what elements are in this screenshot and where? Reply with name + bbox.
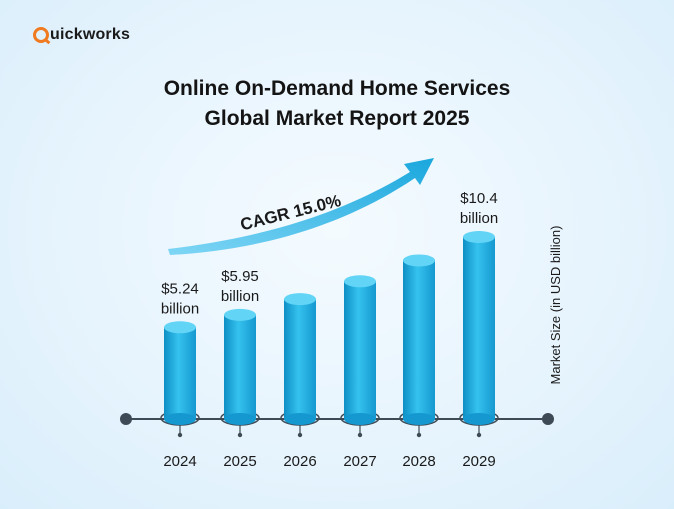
quickworks-logo[interactable]: uickworks [33, 22, 130, 48]
bar-2028 [399, 254, 439, 426]
x-tick-label: 2025 [223, 453, 256, 470]
cagr-arrow [168, 158, 434, 255]
bar-top [284, 293, 316, 306]
data-label-value: $10.4 [460, 190, 498, 207]
bar-bottom [344, 413, 376, 425]
bar-body [284, 299, 316, 419]
bars-group [160, 231, 499, 426]
bar-2029 [459, 231, 499, 426]
tick-dot [416, 432, 422, 438]
axis-start-dot [120, 413, 132, 425]
bar-2027 [340, 275, 380, 426]
tick-dot [357, 432, 363, 438]
tick-dot [297, 432, 303, 438]
axis-end-dot [542, 413, 554, 425]
bar-2025 [220, 308, 260, 426]
bar-body [403, 260, 435, 419]
x-tick-label: 2026 [283, 453, 316, 470]
title-line-1: Online On-Demand Home Services [163, 77, 511, 100]
data-label-value: $5.95 [221, 268, 259, 285]
y-axis-label: Market Size (in USD billion) [548, 226, 563, 385]
tick-dot [237, 432, 243, 438]
data-label-value: $5.24 [161, 280, 199, 297]
bar-top [403, 254, 435, 267]
logo-text: uickworks [50, 26, 131, 43]
chart-title: Online On-Demand Home Services Global Ma… [0, 74, 674, 134]
tick-dot [177, 432, 183, 438]
data-label-unit: billion [161, 300, 199, 317]
bar-bottom [403, 413, 435, 425]
data-label-unit: billion [460, 210, 498, 227]
bar-top [463, 231, 495, 243]
cagr-arrow-shape [168, 158, 434, 255]
bar-body [164, 327, 196, 419]
tick-dot [476, 432, 482, 438]
bar-2024 [160, 321, 200, 426]
x-tick-label: 2029 [462, 453, 495, 470]
x-tick-label: 2024 [163, 453, 196, 470]
bar-top [224, 308, 256, 321]
bar-bottom [284, 413, 316, 425]
q-logo-icon [33, 27, 49, 43]
bar-top [164, 321, 196, 334]
bar-top [344, 275, 376, 288]
x-tick-labels: 2024 2025 2026 2027 2028 2029 [163, 425, 496, 470]
title-line-2: Global Market Report 2025 [204, 107, 470, 130]
bar-2026 [280, 293, 320, 426]
bar-body [463, 237, 495, 419]
bar-bottom [224, 413, 256, 425]
x-tick-label: 2028 [402, 453, 435, 470]
bar-bottom [463, 413, 495, 425]
bar-body [224, 314, 256, 419]
x-tick-label: 2027 [343, 453, 376, 470]
data-label-unit: billion [221, 288, 259, 305]
data-labels: $5.24 billion $5.95 billion $10.4 billion [161, 190, 498, 317]
bar-body [344, 281, 376, 419]
bar-bottom [164, 413, 196, 425]
